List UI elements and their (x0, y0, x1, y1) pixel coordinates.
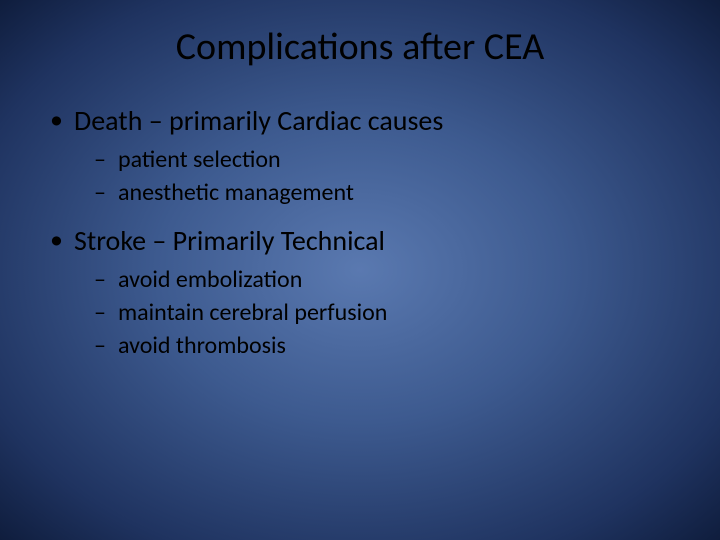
bullet-group: Stroke – Primarily Technical avoid embol… (50, 222, 680, 361)
bullet-level1: Death – primarily Cardiac causes (50, 102, 680, 140)
bullet-group: Death – primarily Cardiac causes patient… (50, 102, 680, 208)
bullet-level1: Stroke – Primarily Technical (50, 222, 680, 260)
bullet-level2: avoid thrombosis (50, 330, 680, 361)
bullet-list: Death – primarily Cardiac causes patient… (40, 102, 680, 362)
bullet-level2: maintain cerebral perfusion (50, 297, 680, 328)
bullet-level2: avoid embolization (50, 264, 680, 295)
bullet-level2: patient selection (50, 144, 680, 175)
slide-title: Complications after CEA (40, 24, 680, 70)
bullet-level2: anesthetic management (50, 177, 680, 208)
slide-container: Complications after CEA Death – primaril… (0, 0, 720, 540)
